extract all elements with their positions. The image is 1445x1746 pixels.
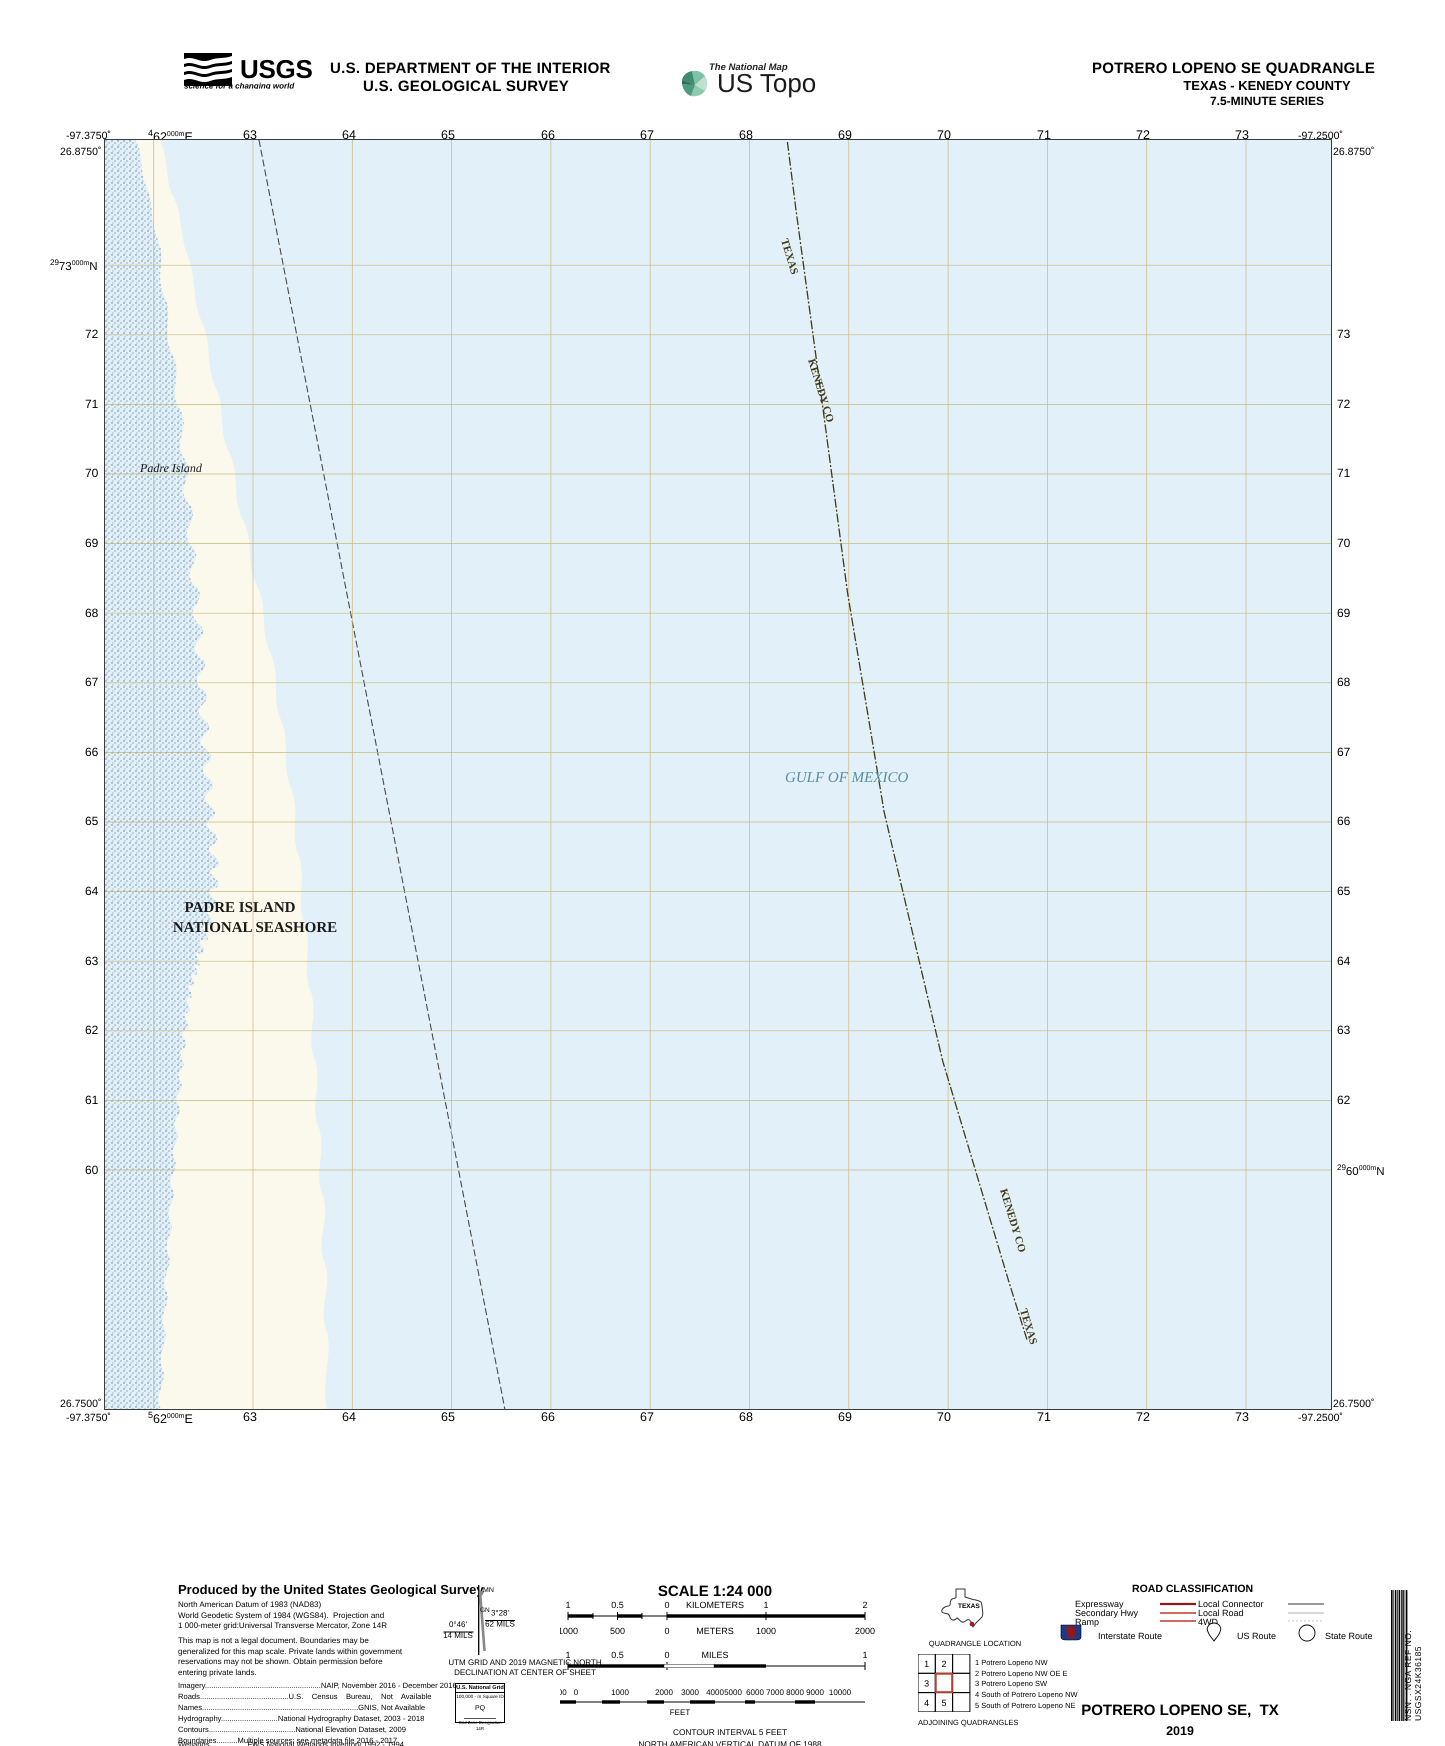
svg-text:PADRE ISLAND: PADRE ISLAND: [185, 900, 296, 916]
svg-text:US Topo: US Topo: [717, 68, 816, 98]
svg-text:62 MILS: 62 MILS: [485, 1620, 515, 1629]
svg-text:8000: 8000: [786, 1688, 804, 1697]
svg-text:2: 2: [862, 1600, 867, 1610]
svg-text:NATIONAL SEASHORE: NATIONAL SEASHORE: [173, 920, 337, 936]
svg-text:4000: 4000: [706, 1688, 724, 1697]
svg-text:0: 0: [574, 1688, 579, 1697]
svg-text:0.5: 0.5: [611, 1600, 624, 1610]
svg-text:7000: 7000: [766, 1688, 784, 1697]
svg-text:3°28': 3°28': [491, 1609, 510, 1618]
svg-text:TEXAS: TEXAS: [778, 237, 800, 276]
svg-text:science for a changing world: science for a changing world: [184, 82, 295, 90]
svg-text:2000: 2000: [855, 1626, 875, 1636]
svg-text:1000: 1000: [756, 1626, 776, 1636]
svg-text:0: 0: [664, 1650, 669, 1660]
svg-text:1: 1: [565, 1650, 570, 1660]
svg-text:4: 4: [924, 1698, 929, 1708]
svg-text:0: 0: [664, 1600, 669, 1610]
svg-text:500: 500: [610, 1626, 625, 1636]
svg-text:5: 5: [941, 1698, 946, 1708]
svg-text:1: 1: [565, 1600, 570, 1610]
svg-text:1000: 1000: [560, 1626, 578, 1636]
svg-text:0.5: 0.5: [611, 1650, 624, 1660]
svg-text:KENEDY CO: KENEDY CO: [805, 357, 836, 424]
svg-text:3: 3: [924, 1679, 929, 1689]
svg-text:6000: 6000: [746, 1688, 764, 1697]
svg-text:1: 1: [763, 1600, 768, 1610]
svg-text:5000: 5000: [724, 1688, 742, 1697]
svg-text:0°46': 0°46': [449, 1620, 468, 1629]
svg-text:1: 1: [924, 1659, 929, 1669]
svg-text:MN: MN: [483, 1587, 494, 1594]
svg-text:KILOMETERS: KILOMETERS: [686, 1600, 744, 1610]
svg-text:GULF OF MEXICO: GULF OF MEXICO: [785, 770, 908, 786]
svg-text:TEXAS: TEXAS: [1017, 1307, 1039, 1346]
svg-text:KENEDY CO: KENEDY CO: [997, 1187, 1028, 1254]
svg-text:GN: GN: [480, 1607, 490, 1614]
svg-text:2000: 2000: [655, 1688, 673, 1697]
svg-text:10000: 10000: [829, 1688, 852, 1697]
svg-text:METERS: METERS: [696, 1626, 734, 1636]
svg-text:1: 1: [862, 1650, 867, 1660]
svg-text:Padre Island: Padre Island: [139, 461, 203, 475]
svg-text:TEXAS: TEXAS: [958, 1603, 980, 1610]
svg-text:2: 2: [941, 1659, 946, 1669]
svg-text:FEET: FEET: [670, 1708, 691, 1717]
svg-text:USGS: USGS: [240, 54, 312, 84]
svg-text:0: 0: [664, 1626, 669, 1636]
svg-text:14 MILS: 14 MILS: [443, 1631, 473, 1640]
svg-text:1000: 1000: [611, 1688, 629, 1697]
svg-text:000: 000: [560, 1688, 567, 1697]
svg-text:9000: 9000: [806, 1688, 824, 1697]
svg-text:MILES: MILES: [701, 1650, 728, 1660]
svg-text:3000: 3000: [681, 1688, 699, 1697]
